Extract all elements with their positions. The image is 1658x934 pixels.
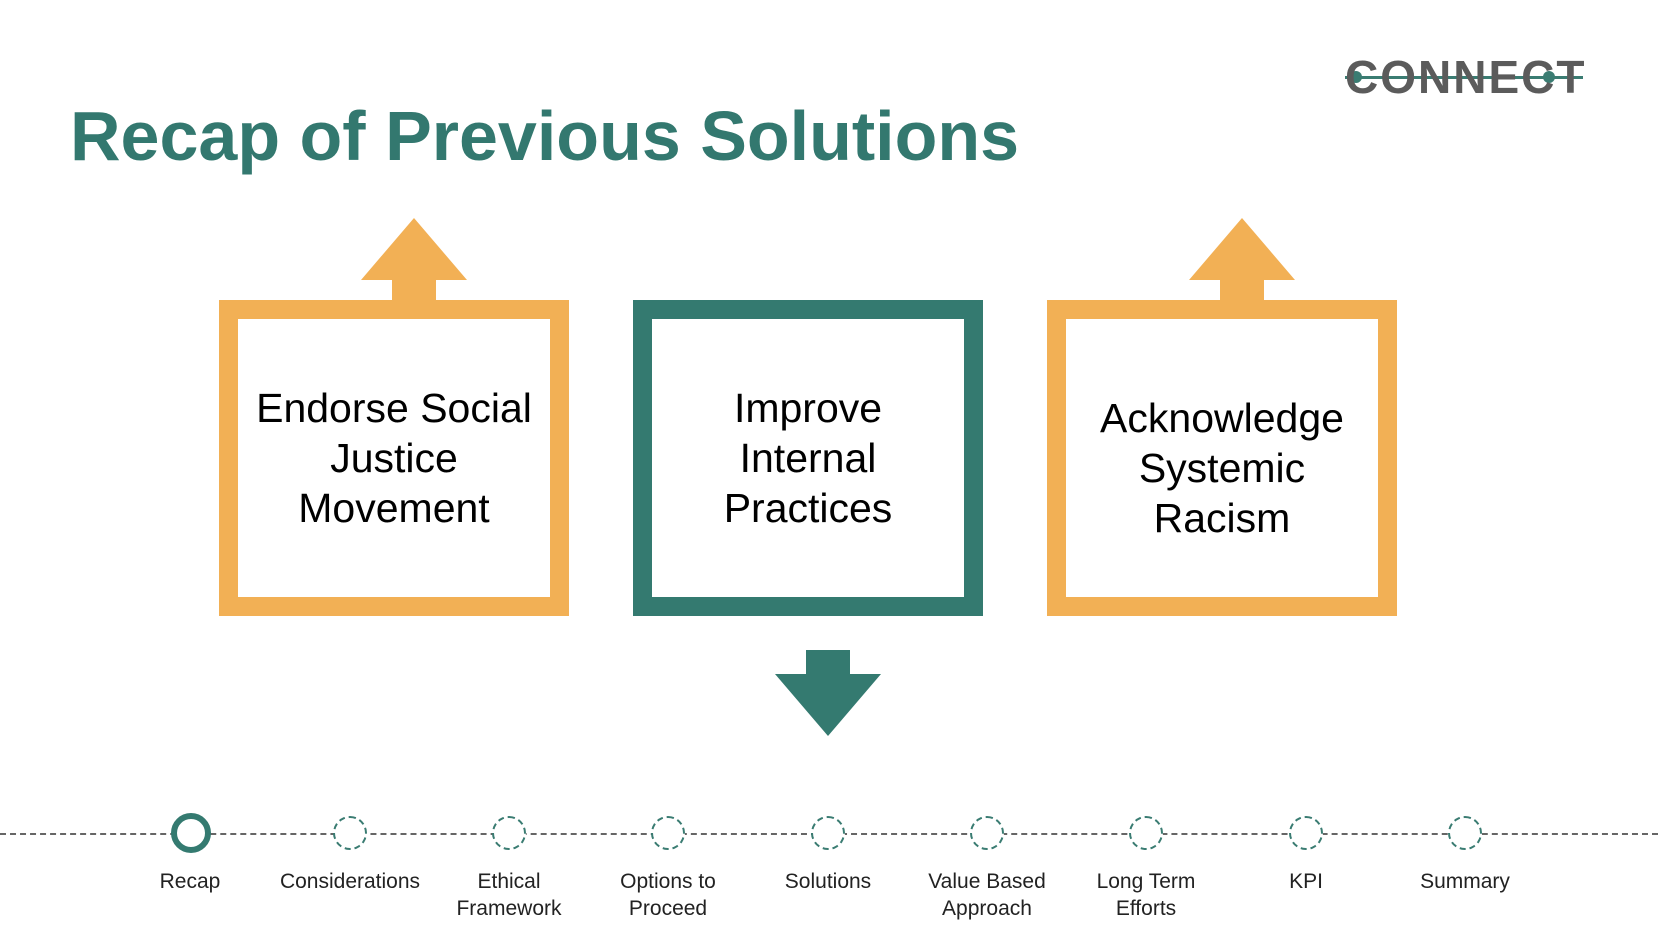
timeline-label-recap[interactable]: Recap: [159, 870, 221, 893]
timeline-node-value-based[interactable]: [970, 816, 1004, 850]
solution-box-label: Improve Internal Practices: [723, 385, 893, 531]
solution-box-label: Acknowledge Systemic Racism: [1100, 395, 1344, 541]
timeline-node-recap[interactable]: [171, 813, 211, 853]
logo-line: [1345, 76, 1583, 79]
timeline-label-value-based[interactable]: Value Based Approach: [928, 870, 1046, 920]
logo-dot-left: [1350, 71, 1362, 83]
solution-box-acknowledge: Acknowledge Systemic Racism: [1047, 300, 1397, 616]
timeline-node-solutions[interactable]: [811, 816, 845, 850]
timeline-node-options[interactable]: [651, 816, 685, 850]
timeline-node-long-term[interactable]: [1129, 816, 1163, 850]
timeline-label-solutions[interactable]: Solutions: [784, 870, 872, 893]
solution-box-improve: Improve Internal Practices: [633, 300, 983, 616]
timeline-label-options[interactable]: Options to Proceed: [620, 870, 716, 920]
arrow-up-icon: [1189, 218, 1295, 302]
timeline-label-long-term[interactable]: Long Term Efforts: [1096, 870, 1196, 920]
timeline-node-summary[interactable]: [1448, 816, 1482, 850]
arrow-up-icon: [361, 218, 467, 302]
solution-box-label: Endorse Social Justice Movement: [256, 385, 532, 531]
solution-box-endorse: Endorse Social Justice Movement: [219, 300, 569, 616]
page-title: Recap of Previous Solutions: [70, 97, 1020, 175]
logo-dot-right: [1543, 71, 1555, 83]
timeline-label-ethical-framework[interactable]: Ethical Framework: [456, 870, 562, 920]
connect-logo: CONNECT: [1345, 51, 1587, 103]
timeline-label-kpi[interactable]: KPI: [1289, 870, 1323, 893]
timeline-node-ethical-framework[interactable]: [492, 816, 526, 850]
timeline-node-considerations[interactable]: [333, 816, 367, 850]
timeline-node-kpi[interactable]: [1289, 816, 1323, 850]
arrow-down-icon: [775, 650, 881, 736]
timeline-label-summary[interactable]: Summary: [1420, 870, 1510, 893]
timeline-label-considerations[interactable]: Considerations: [279, 870, 421, 893]
